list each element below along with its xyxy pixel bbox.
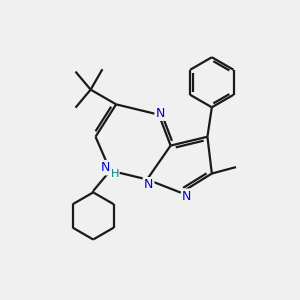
Text: N: N <box>100 161 110 174</box>
Text: H: H <box>111 169 119 179</box>
Text: N: N <box>156 107 165 120</box>
Text: N: N <box>144 178 153 191</box>
Text: N: N <box>182 190 191 203</box>
